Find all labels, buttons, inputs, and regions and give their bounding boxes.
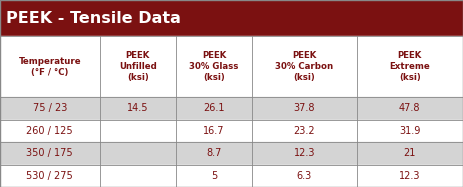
Bar	[0, 142, 463, 165]
Text: 23.2: 23.2	[294, 126, 315, 136]
Text: 260 / 125: 260 / 125	[26, 126, 73, 136]
Text: 16.7: 16.7	[203, 126, 225, 136]
Text: 37.8: 37.8	[294, 103, 315, 114]
Text: 5: 5	[211, 171, 217, 181]
Text: 12.3: 12.3	[294, 148, 315, 158]
Text: 47.8: 47.8	[399, 103, 420, 114]
Text: 12.3: 12.3	[399, 171, 420, 181]
Text: PEEK
30% Glass
(ksi): PEEK 30% Glass (ksi)	[189, 51, 239, 82]
Text: 8.7: 8.7	[206, 148, 222, 158]
Bar	[0, 36, 463, 97]
Text: PEEK
Unfilled
(ksi): PEEK Unfilled (ksi)	[119, 51, 156, 82]
Bar	[0, 165, 463, 187]
Text: 31.9: 31.9	[399, 126, 420, 136]
Bar	[0, 120, 463, 142]
Text: 6.3: 6.3	[297, 171, 312, 181]
Text: PEEK
30% Carbon
(ksi): PEEK 30% Carbon (ksi)	[275, 51, 333, 82]
Bar	[0, 0, 463, 36]
Text: 75 / 23: 75 / 23	[32, 103, 67, 114]
Text: 14.5: 14.5	[127, 103, 149, 114]
Text: PEEK
Extreme
(ksi): PEEK Extreme (ksi)	[389, 51, 430, 82]
Text: 26.1: 26.1	[203, 103, 225, 114]
Text: 21: 21	[404, 148, 416, 158]
Text: Temperature
(°F / °C): Temperature (°F / °C)	[19, 57, 81, 77]
Text: PEEK - Tensile Data: PEEK - Tensile Data	[6, 11, 181, 26]
Text: 350 / 175: 350 / 175	[26, 148, 73, 158]
Text: 530 / 275: 530 / 275	[26, 171, 73, 181]
Bar	[0, 97, 463, 120]
